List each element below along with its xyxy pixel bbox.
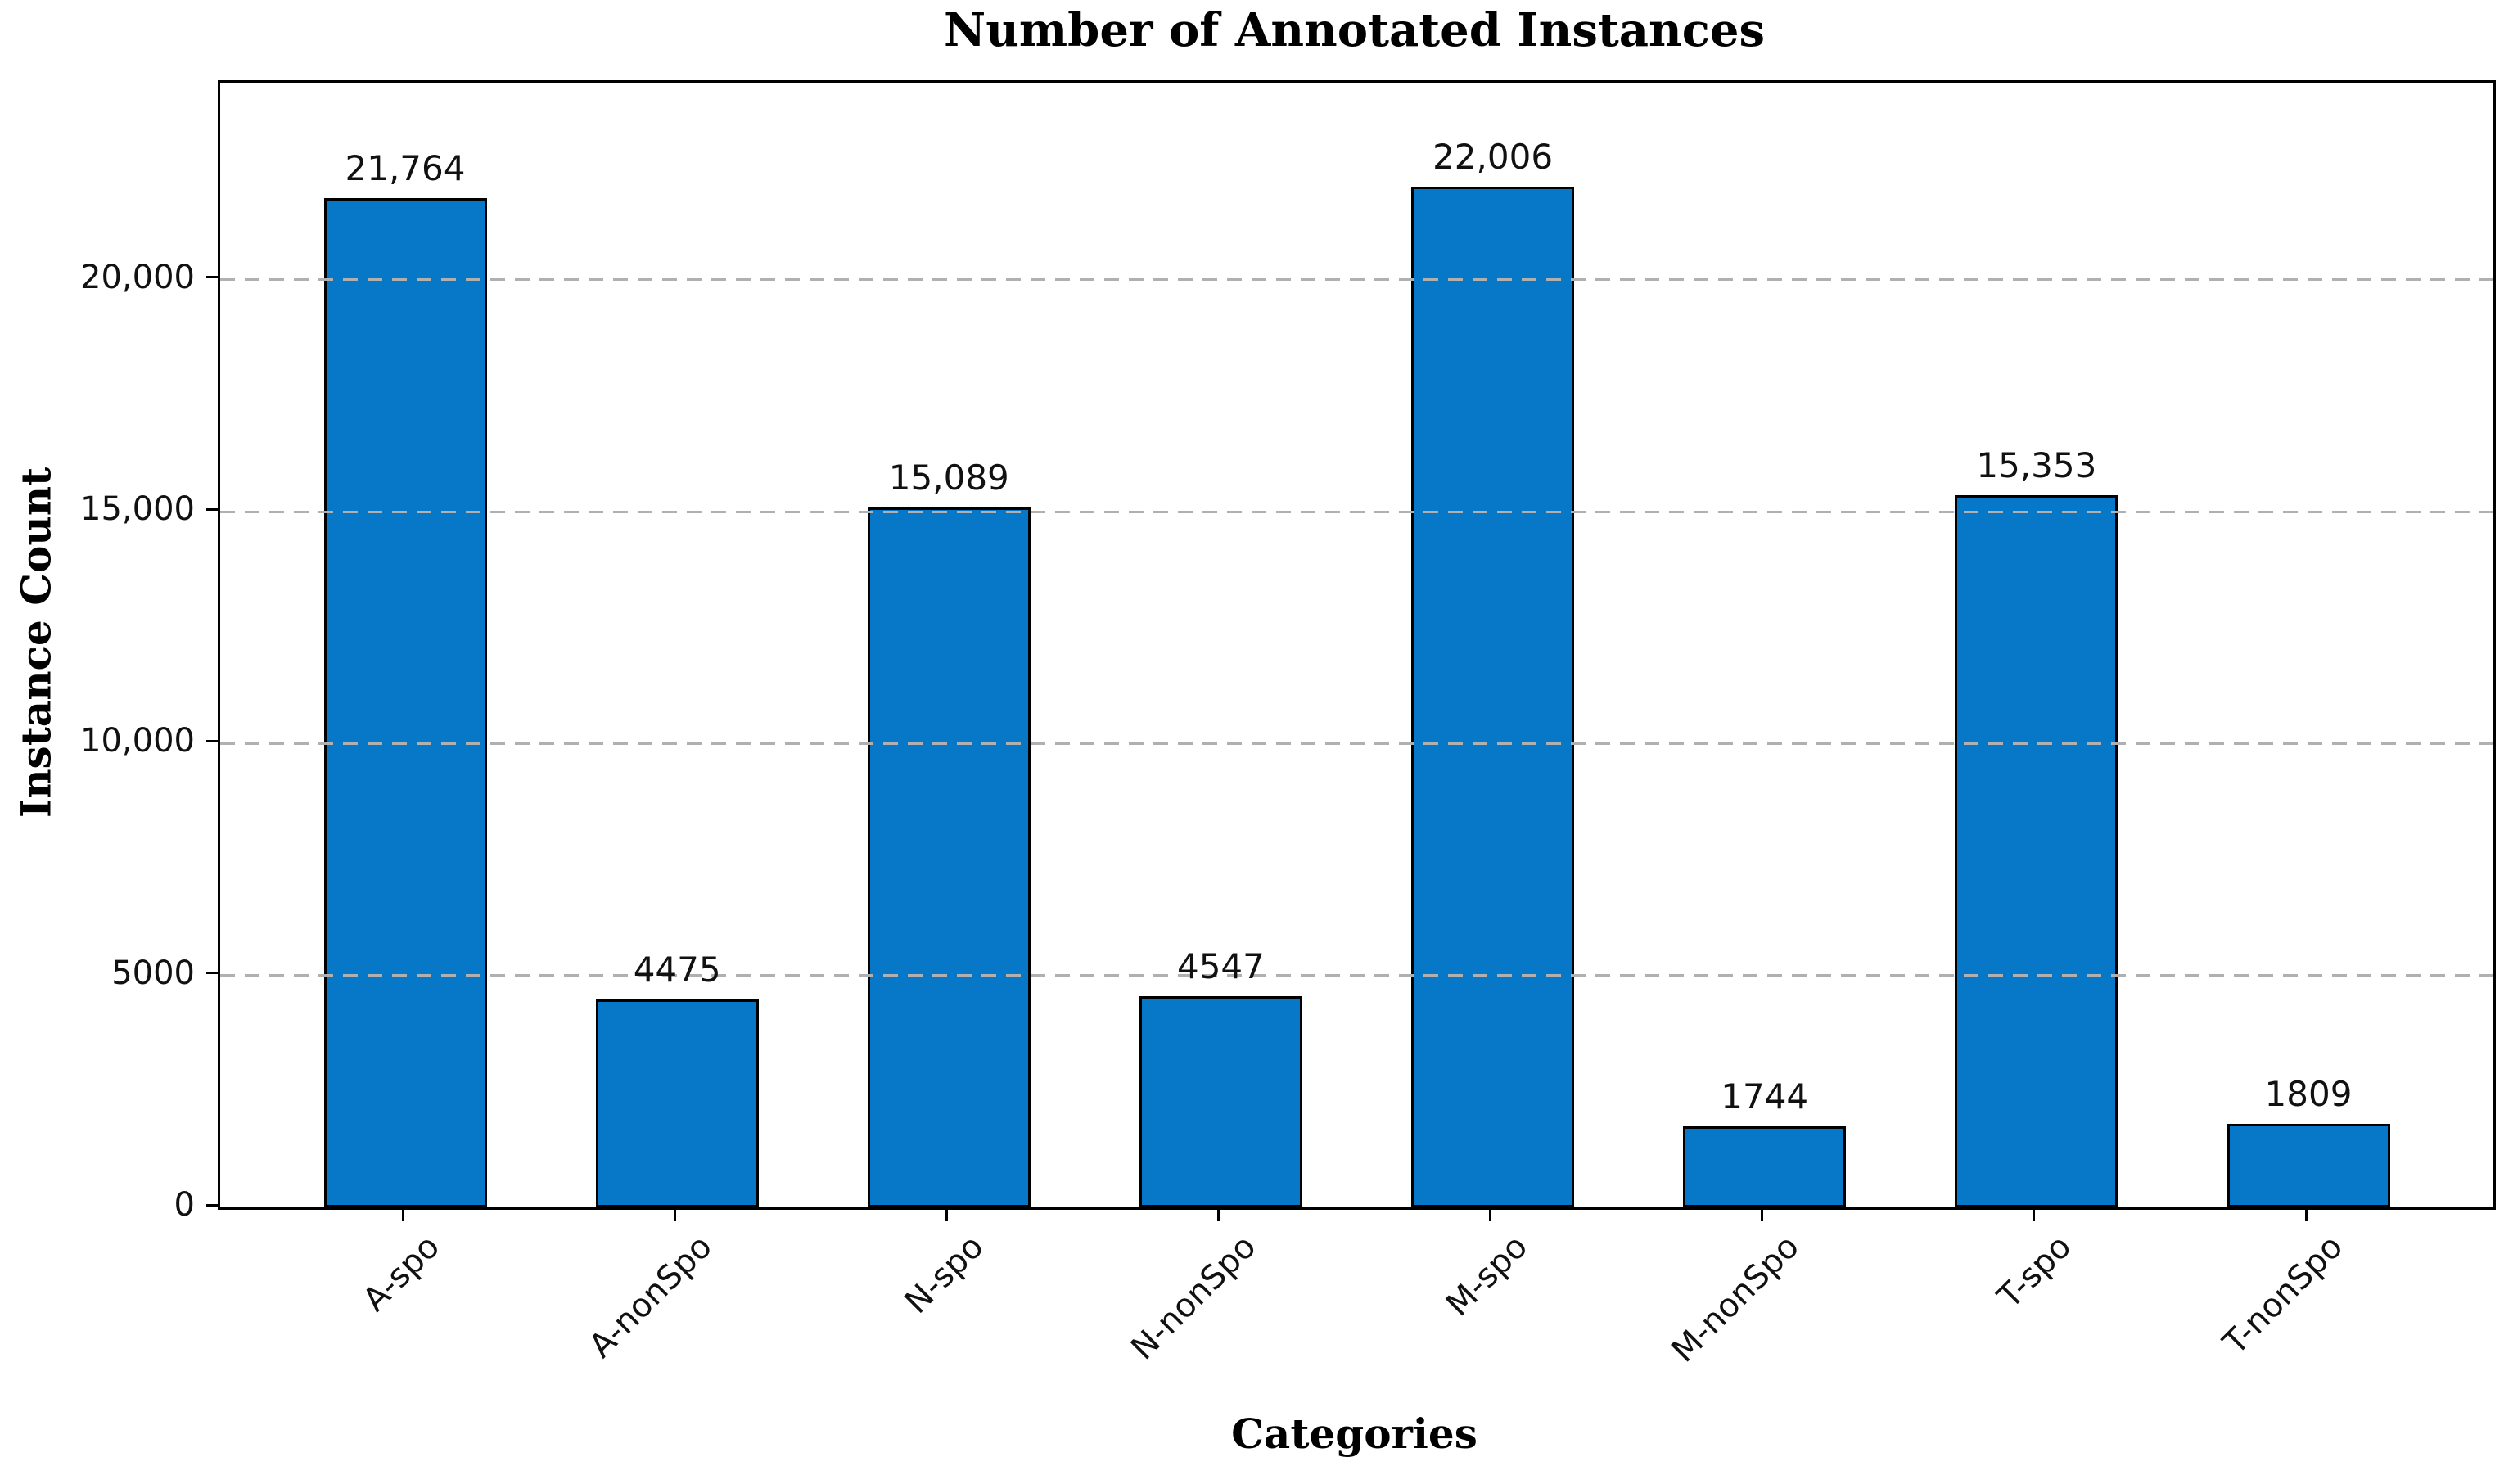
bar-value-label: 22,006 xyxy=(1432,137,1554,178)
bar-T-spo xyxy=(1955,495,2118,1207)
x-tick-mark xyxy=(673,1207,676,1221)
y-tick-mark xyxy=(206,739,220,742)
x-tick-label-A-nonSpo: A-nonSpo xyxy=(581,1228,720,1365)
bar-A-nonSpo xyxy=(595,999,759,1207)
x-tick-label-T-spo: T-spo xyxy=(1990,1228,2079,1316)
y-tick-mark xyxy=(206,972,220,975)
bar-value-label: 1744 xyxy=(1721,1076,1809,1117)
x-tick-label-T-nonSpo: T-nonSpo xyxy=(2216,1228,2351,1362)
bar-M-nonSpo xyxy=(1683,1126,1847,1207)
plot-area: 21,764 4475 15,089 4547 22,006 1744 15,353 1809 xyxy=(218,80,2496,1210)
y-tick-label: 5000 xyxy=(111,954,195,992)
x-tick-mark xyxy=(1761,1207,1764,1221)
gridline-20000 xyxy=(220,278,2493,282)
x-tick-mark xyxy=(2033,1207,2036,1221)
x-tick-label-N-nonSpo: N-nonSpo xyxy=(1123,1228,1263,1368)
bar-value-label: 21,764 xyxy=(345,147,466,188)
bar-value-label: 15,089 xyxy=(888,458,1009,498)
x-tick-mark xyxy=(945,1207,948,1221)
y-tick-label: 15,000 xyxy=(80,490,195,529)
x-tick-mark xyxy=(1216,1207,1220,1221)
y-tick-mark xyxy=(206,507,220,511)
x-tick-mark xyxy=(401,1207,404,1221)
y-tick-label: 20,000 xyxy=(80,258,195,296)
x-tick-mark xyxy=(1489,1207,1492,1221)
x-tick-label-M-spo: M-spo xyxy=(1438,1228,1536,1324)
x-tick-mark xyxy=(2304,1207,2308,1221)
x-tick-label-M-nonSpo: M-nonSpo xyxy=(1664,1228,1807,1370)
bar-T-nonSpo xyxy=(2227,1123,2390,1207)
bar-value-label: 15,353 xyxy=(1976,445,2097,486)
bar-M-spo xyxy=(1411,187,1575,1207)
x-tick-label-A-spo: A-spo xyxy=(356,1228,448,1319)
y-tick-label: 0 xyxy=(174,1186,195,1224)
x-axis-title: Categories xyxy=(1231,1410,1478,1458)
gridline-10000 xyxy=(220,742,2493,745)
y-tick-mark xyxy=(206,276,220,279)
bar-A-spo xyxy=(323,197,487,1207)
bar-value-label: 1809 xyxy=(2264,1073,2353,1114)
x-tick-label-N-spo: N-spo xyxy=(897,1228,991,1321)
bar-value-label: 4547 xyxy=(1176,946,1265,987)
gridline-15000 xyxy=(220,510,2493,513)
y-tick-label: 10,000 xyxy=(80,722,195,760)
bar-N-spo xyxy=(867,507,1031,1207)
chart-title: Number of Annotated Instances xyxy=(944,3,1765,57)
y-tick-mark xyxy=(206,1203,220,1207)
bar-value-label: 4475 xyxy=(633,949,721,990)
bar-N-nonSpo xyxy=(1139,996,1302,1207)
